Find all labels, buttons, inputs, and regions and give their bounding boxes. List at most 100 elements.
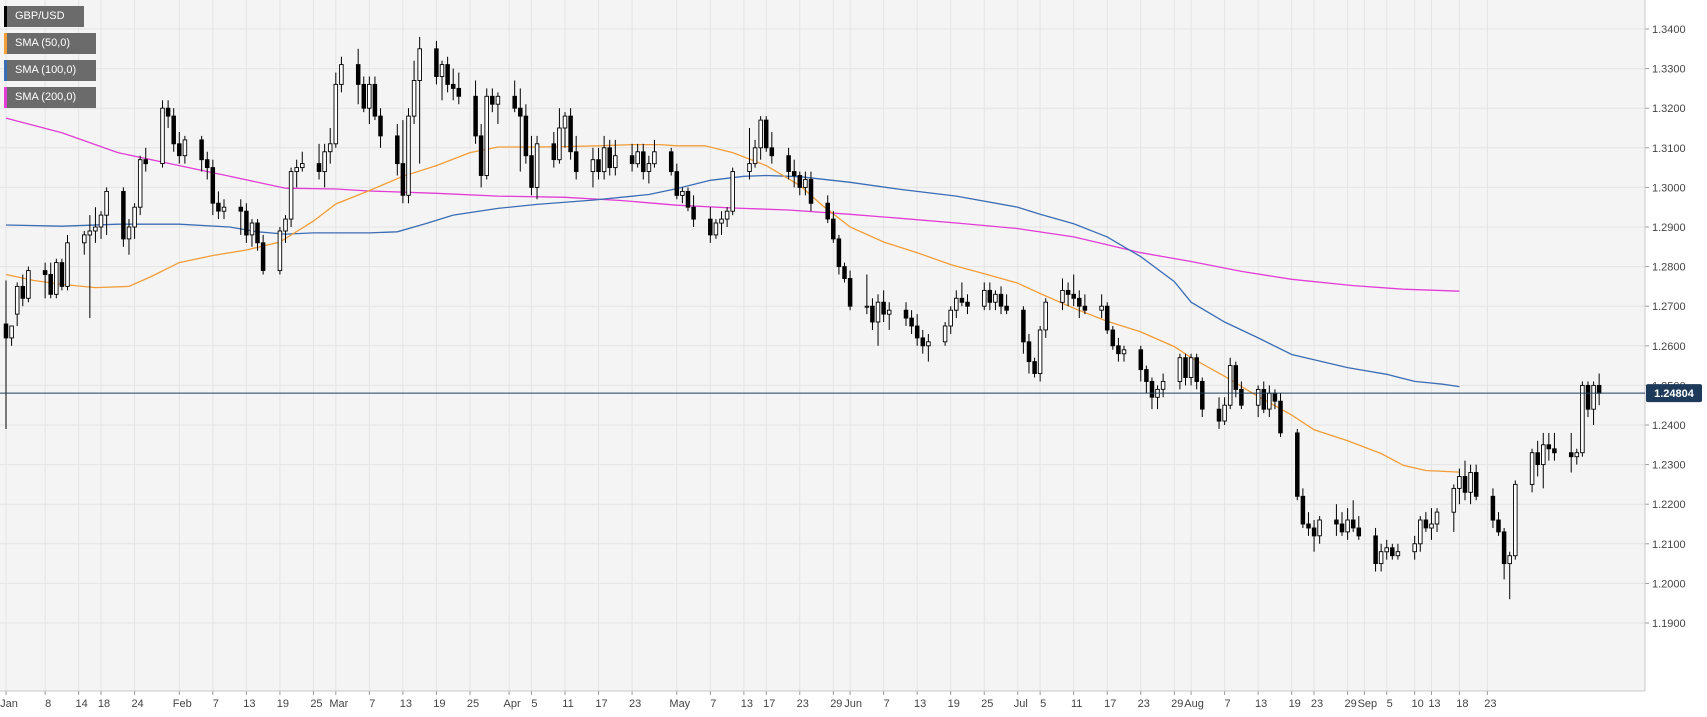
candle-body: [368, 84, 372, 108]
candle-body: [1474, 473, 1478, 497]
candle-body: [709, 219, 713, 235]
candle-body: [569, 116, 573, 152]
candle-body: [1396, 552, 1400, 556]
candle-body: [407, 116, 411, 195]
candle-body: [1027, 342, 1031, 362]
y-tick-label: 1.2100: [1652, 539, 1686, 551]
legend-item-sma200[interactable]: SMA (200,0): [4, 87, 96, 108]
candle-body: [10, 326, 14, 338]
candle-body: [94, 227, 98, 231]
x-tick-label: 23: [629, 698, 641, 710]
legend-item-sma50[interactable]: SMA (50,0): [4, 33, 96, 54]
candle-body: [362, 84, 366, 108]
candle-body: [245, 211, 249, 235]
x-tick-label: 13: [243, 698, 255, 710]
candle-body: [1463, 477, 1467, 493]
candle-body: [88, 231, 92, 235]
legend-item-gbpusd[interactable]: GBP/USD: [4, 6, 84, 27]
y-tick-label: 1.2400: [1652, 420, 1686, 432]
candle-body: [725, 211, 729, 219]
candle-body: [787, 156, 791, 172]
candle-body: [1201, 381, 1205, 409]
candle-body: [396, 136, 400, 164]
candle-body: [865, 306, 869, 307]
y-tick-label: 1.2600: [1652, 341, 1686, 353]
candle-body: [809, 180, 813, 204]
candle-body: [1318, 520, 1322, 536]
candle-body: [792, 172, 796, 176]
candle-body: [379, 116, 383, 136]
candle-body: [440, 65, 444, 77]
x-tick-label: 11: [1071, 698, 1082, 710]
candle-body: [1592, 385, 1596, 409]
candle-body: [1458, 477, 1462, 489]
candle-body: [55, 263, 59, 295]
candle: [686, 187, 690, 211]
candle-body: [1273, 393, 1277, 401]
candle-body: [457, 88, 461, 96]
candle-body: [222, 207, 226, 211]
x-tick-label: 19: [1289, 698, 1301, 710]
x-tick-label: 17: [595, 698, 607, 710]
candle-body: [474, 96, 478, 136]
candle-body: [1217, 409, 1221, 421]
candle-body: [127, 227, 131, 239]
candle-body: [887, 310, 891, 314]
candle-body: [1150, 381, 1154, 397]
candle-body: [832, 219, 836, 239]
candle-body: [1122, 350, 1126, 354]
candle-body: [1430, 524, 1434, 528]
candle-body: [1491, 496, 1495, 520]
candle-body: [217, 203, 221, 211]
candle: [55, 259, 59, 299]
candle-body: [1452, 488, 1456, 512]
candle-body: [1581, 385, 1585, 452]
candle-body: [200, 140, 204, 160]
candle-body: [871, 306, 875, 322]
candle-body: [1111, 330, 1115, 346]
candle-body: [848, 279, 852, 307]
x-tick-label: 7: [1225, 698, 1231, 710]
candle-body: [669, 152, 673, 172]
candle-body: [714, 223, 718, 235]
candle-body: [418, 49, 422, 81]
candle-body: [960, 298, 964, 302]
candle-body: [524, 116, 528, 156]
candle-body: [943, 326, 947, 342]
legend-label: GBP/USD: [15, 6, 65, 27]
candle-body: [373, 84, 377, 116]
candle-body: [1262, 389, 1266, 409]
candle-body: [250, 223, 254, 235]
candle-body: [882, 302, 886, 314]
x-tick-label: 13: [914, 698, 926, 710]
candle-body: [211, 168, 215, 204]
candle-body: [1502, 532, 1506, 564]
candle: [161, 100, 165, 167]
candle-body: [1240, 389, 1244, 405]
candle-body: [1301, 496, 1305, 524]
legend-label: SMA (50,0): [15, 33, 70, 54]
legend-item-sma100[interactable]: SMA (100,0): [4, 60, 96, 81]
candle: [60, 259, 64, 291]
candle-body: [1530, 453, 1534, 485]
x-tick-label: Sep: [1358, 698, 1378, 710]
candle-body: [826, 203, 830, 219]
x-tick-label: Aug: [1184, 698, 1204, 710]
candle-body: [597, 160, 601, 172]
candle-body: [1413, 544, 1417, 552]
x-tick-label: 13: [1255, 698, 1267, 710]
x-tick-label: 24: [131, 698, 143, 710]
candle-body: [1312, 528, 1316, 536]
candle-body: [178, 144, 182, 156]
candle-body: [630, 156, 634, 164]
candle-body: [955, 298, 959, 310]
candle-body: [642, 152, 646, 172]
candle-body: [105, 191, 109, 215]
candle-body: [1189, 358, 1193, 378]
candle-body: [1268, 393, 1272, 409]
candle: [1514, 480, 1518, 559]
candle-body: [983, 290, 987, 306]
candle-body: [927, 342, 931, 346]
candle-body: [239, 207, 243, 211]
